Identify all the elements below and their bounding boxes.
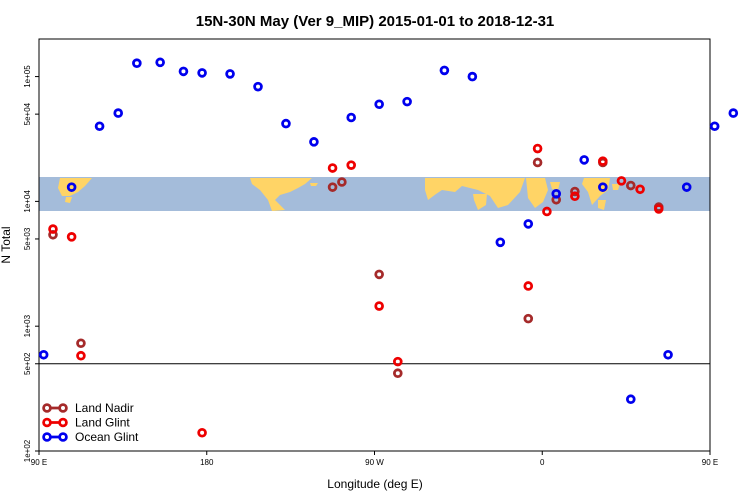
map-ocean — [39, 177, 710, 211]
point-ocean-glint-12 — [346, 112, 357, 123]
point-ocean-glint-2 — [94, 121, 105, 132]
legend-marker2-land-glint — [58, 417, 68, 428]
point-ocean-glint-11 — [309, 137, 319, 147]
point-ocean-glint-5 — [155, 57, 165, 68]
map-land-1 — [65, 197, 72, 203]
point-ocean-glint-26 — [728, 108, 739, 118]
y-tick-label-4: 1e+04 — [23, 190, 32, 213]
y-tick-label-2: 1e+03 — [23, 314, 32, 337]
map-land-6 — [526, 178, 548, 208]
point-ocean-glint-16 — [467, 71, 478, 82]
legend-marker2-ocean-glint — [58, 432, 68, 442]
point-land-glint-0 — [48, 224, 58, 234]
point-land-nadir-11 — [625, 180, 636, 191]
y-tick-label-0: 1e+02 — [23, 439, 32, 462]
y-tick-label-6: 1e+05 — [23, 65, 32, 88]
point-land-nadir-6 — [523, 313, 534, 324]
point-ocean-glint-14 — [402, 96, 412, 107]
point-ocean-glint-23 — [663, 349, 673, 360]
point-ocean-glint-10 — [281, 118, 291, 129]
point-land-glint-6 — [374, 301, 384, 311]
map-land-9 — [598, 200, 606, 210]
x-tick-label-4: 90 E — [702, 458, 718, 467]
point-land-glint-13 — [616, 176, 627, 186]
y-tick-label-5: 5e+04 — [23, 102, 32, 125]
point-ocean-glint-1 — [66, 182, 77, 192]
point-land-glint-8 — [523, 281, 534, 291]
legend-label-land-glint: Land Glint — [75, 416, 130, 430]
x-tick-label-1: 180 — [200, 458, 214, 467]
point-land-glint-11 — [570, 191, 580, 202]
x-axis-label: Longitude (deg E) — [327, 477, 422, 491]
y-tick-label-3: 5e+03 — [23, 227, 32, 250]
map-land-3 — [310, 183, 318, 186]
point-ocean-glint-20 — [579, 155, 589, 165]
point-land-nadir-5 — [392, 368, 403, 379]
point-ocean-glint-3 — [113, 108, 124, 118]
point-land-nadir-3 — [337, 177, 347, 187]
x-tick-label-3: 0 — [540, 458, 545, 467]
point-ocean-glint-6 — [178, 66, 189, 77]
data-points — [38, 57, 739, 438]
point-ocean-glint-24 — [681, 182, 692, 192]
point-ocean-glint-7 — [197, 68, 207, 78]
legend-marker2-land-nadir — [58, 403, 68, 413]
point-ocean-glint-0 — [38, 349, 49, 360]
legend-marker-ocean-glint — [42, 432, 52, 442]
x-tick-label-2: 90 W — [365, 458, 384, 467]
map-land-2 — [250, 178, 312, 211]
point-ocean-glint-4 — [132, 58, 142, 68]
x-axis: 90 E 180 90 W 0 90 E — [31, 451, 718, 467]
point-land-glint-2 — [76, 350, 86, 361]
point-ocean-glint-17 — [495, 237, 506, 248]
world-map-band — [39, 177, 710, 211]
y-axis-label: N Total — [0, 226, 13, 263]
point-ocean-glint-9 — [253, 81, 263, 92]
map-land-5 — [473, 194, 487, 210]
point-land-nadir-9 — [570, 186, 580, 197]
y-tick-label-1: 5e+02 — [23, 352, 32, 375]
point-ocean-glint-18 — [523, 219, 534, 229]
point-land-glint-14 — [635, 184, 645, 195]
point-land-glint-1 — [66, 232, 77, 242]
point-land-glint-5 — [346, 160, 357, 170]
point-ocean-glint-22 — [625, 394, 636, 405]
legend-marker-land-glint — [42, 417, 52, 428]
point-ocean-glint-25 — [709, 121, 720, 132]
point-land-glint-3 — [197, 427, 207, 438]
legend-label-land-nadir: Land Nadir — [75, 401, 134, 415]
point-land-nadir-4 — [374, 269, 384, 280]
point-land-nadir-7 — [532, 157, 543, 168]
point-ocean-glint-19 — [551, 189, 562, 199]
map-land-7 — [550, 182, 560, 190]
y-axis: 1e+02 5e+02 1e+03 5e+03 1e+04 5e+04 1e+05 — [23, 65, 39, 462]
plot-frame — [38, 38, 711, 452]
chart-title: 15N-30N May (Ver 9_MIP) 2015-01-01 to 20… — [196, 13, 555, 30]
point-ocean-glint-21 — [598, 182, 608, 192]
point-ocean-glint-15 — [439, 65, 450, 76]
point-land-nadir-1 — [76, 338, 86, 349]
point-land-glint-7 — [392, 356, 403, 367]
point-land-glint-15 — [653, 204, 664, 214]
x-tick-label-0: 90 E — [31, 458, 47, 467]
point-land-glint-10 — [542, 206, 552, 217]
legend-marker-land-nadir — [42, 403, 52, 413]
point-land-glint-4 — [327, 163, 338, 173]
point-land-glint-12 — [598, 156, 608, 166]
legend-label-ocean-glint: Ocean Glint — [75, 430, 139, 444]
point-land-glint-9 — [532, 143, 543, 154]
point-land-nadir-2 — [327, 182, 338, 192]
point-ocean-glint-8 — [225, 69, 235, 79]
map-land-10 — [612, 184, 620, 190]
map-land-4 — [425, 178, 525, 208]
point-ocean-glint-13 — [374, 99, 384, 110]
